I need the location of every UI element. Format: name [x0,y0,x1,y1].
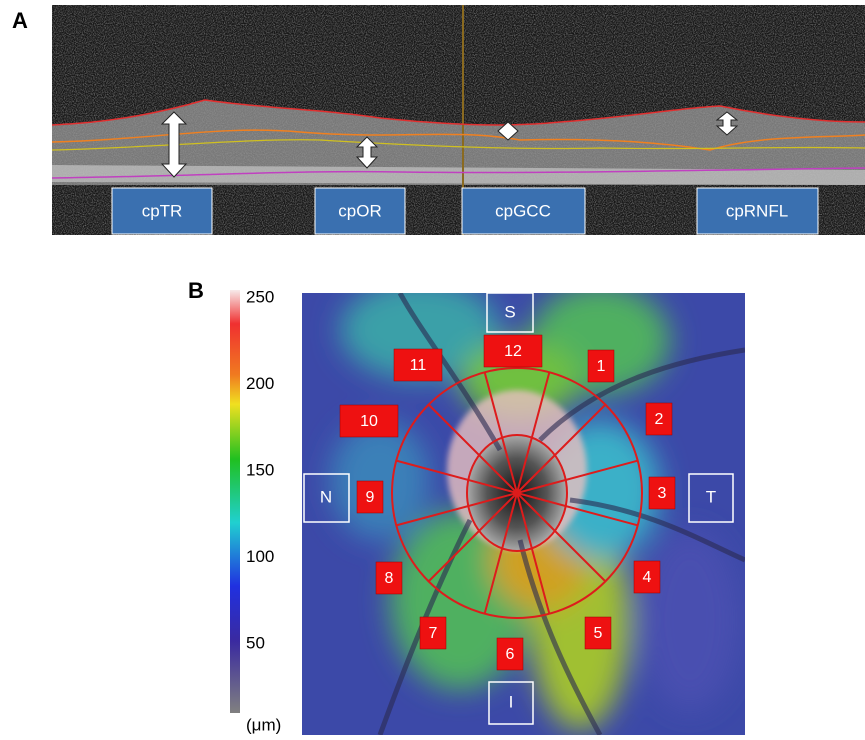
sector-line [396,492,518,527]
sector-label: 2 [655,411,664,428]
layer-label: cpTR [142,201,183,220]
sector-label: 10 [360,413,378,430]
sector-box [356,480,384,514]
colorbar-tick-label: 250 [246,287,274,306]
panel-label: B [188,278,204,303]
sector-label: 8 [385,570,394,587]
fundus-map [302,293,745,735]
sector-line [516,403,607,494]
sector-label: 9 [366,489,375,506]
sector-box [648,476,676,510]
colorbar-tick-label: 150 [246,460,274,479]
layer-labels: cpTR cpOR cpGCC cpRNFL [111,187,819,235]
sector-label: 6 [506,646,515,663]
sector-label: 12 [504,343,522,360]
sector-box [393,348,443,382]
colorbar-unit: (μm) [246,715,281,734]
colorbar [230,290,240,713]
layer-label: cpRNFL [726,201,788,220]
sector-box [339,404,399,438]
sector-box [496,637,524,671]
direction-label: I [509,692,514,711]
sector-label: 7 [429,625,438,642]
sector-box [633,560,661,594]
sector-box [587,349,615,383]
sector-box [483,334,543,368]
sector-line [427,403,518,494]
panel-label: A [12,8,28,33]
layer-label: cpOR [338,201,381,220]
sector-line [516,492,607,583]
sector-label: 5 [594,625,603,642]
colorbar-tick-label: 200 [246,374,274,393]
direction-label: N [320,487,332,506]
sector-line [516,459,638,494]
sector-box [584,616,612,650]
sector-line [396,459,518,494]
direction-label: T [706,487,716,506]
sector-line [427,492,518,583]
sector-line [516,492,638,527]
sector-box [645,402,673,436]
colorbar-ticks: 250 200 150 100 50 [246,287,274,652]
layer-label: cpGCC [495,201,551,220]
direction-label: S [504,302,515,321]
sector-line [516,492,551,614]
sector-line [516,372,551,494]
sector-label: 3 [658,485,667,502]
sector-label: 4 [643,569,652,586]
sector-label: 1 [597,358,606,375]
colorbar-tick-label: 100 [246,547,274,566]
direction-labels [303,292,734,725]
colorbar-tick-label: 50 [246,633,265,652]
sector-box [419,616,447,650]
oct-scan [52,5,865,235]
sector-line [483,372,518,494]
sector-label: 11 [410,357,427,374]
sector-line [483,492,518,614]
sector-box [375,561,403,595]
